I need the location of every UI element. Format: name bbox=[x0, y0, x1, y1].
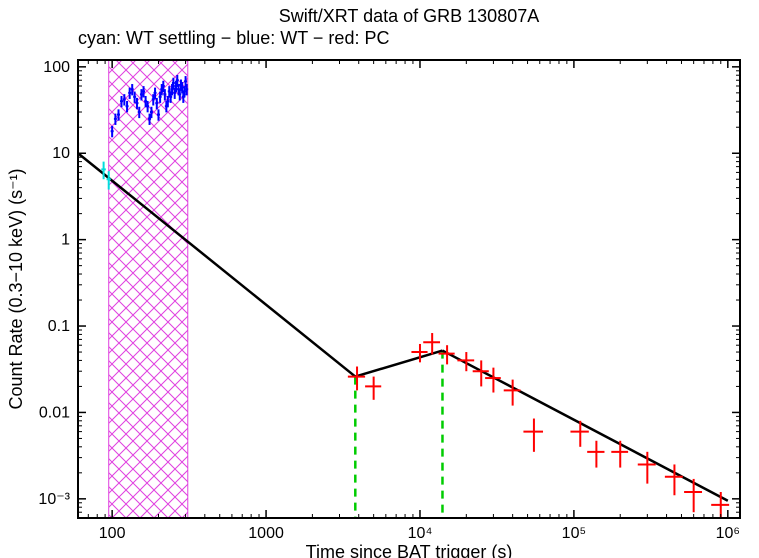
chart-subtitle: cyan: WT settling − blue: WT − red: PC bbox=[78, 28, 389, 48]
ytick-label-3: 1 bbox=[61, 232, 70, 249]
ytick-label-2: 0.1 bbox=[48, 318, 70, 335]
xtick-label-4: 10⁶ bbox=[716, 525, 740, 542]
ytick-label-0: 10⁻³ bbox=[38, 491, 70, 508]
x-axis-label: Time since BAT trigger (s) bbox=[306, 542, 513, 558]
ytick-label-5: 100 bbox=[43, 59, 70, 76]
chart-svg: 100 1000 10⁴ 10⁵ 10⁶ 10⁻³ 0.01 0.1 1 10 100 Swift/X… bbox=[0, 0, 759, 558]
chart-title: Swift/XRT data of GRB 130807A bbox=[279, 6, 539, 26]
xtick-label-3: 10⁵ bbox=[562, 525, 586, 542]
xtick-label-0: 100 bbox=[99, 525, 126, 542]
chart-container: 100 1000 10⁴ 10⁵ 10⁶ 10⁻³ 0.01 0.1 1 10 100 Swift/X… bbox=[0, 0, 759, 558]
ytick-label-4: 10 bbox=[52, 145, 70, 162]
xtick-label-2: 10⁴ bbox=[408, 525, 433, 542]
hatched-region bbox=[109, 60, 188, 518]
xtick-label-1: 1000 bbox=[248, 525, 284, 542]
y-axis-label: Count Rate (0.3−10 keV) (s⁻¹) bbox=[6, 168, 26, 409]
ytick-label-1: 0.01 bbox=[39, 404, 70, 421]
